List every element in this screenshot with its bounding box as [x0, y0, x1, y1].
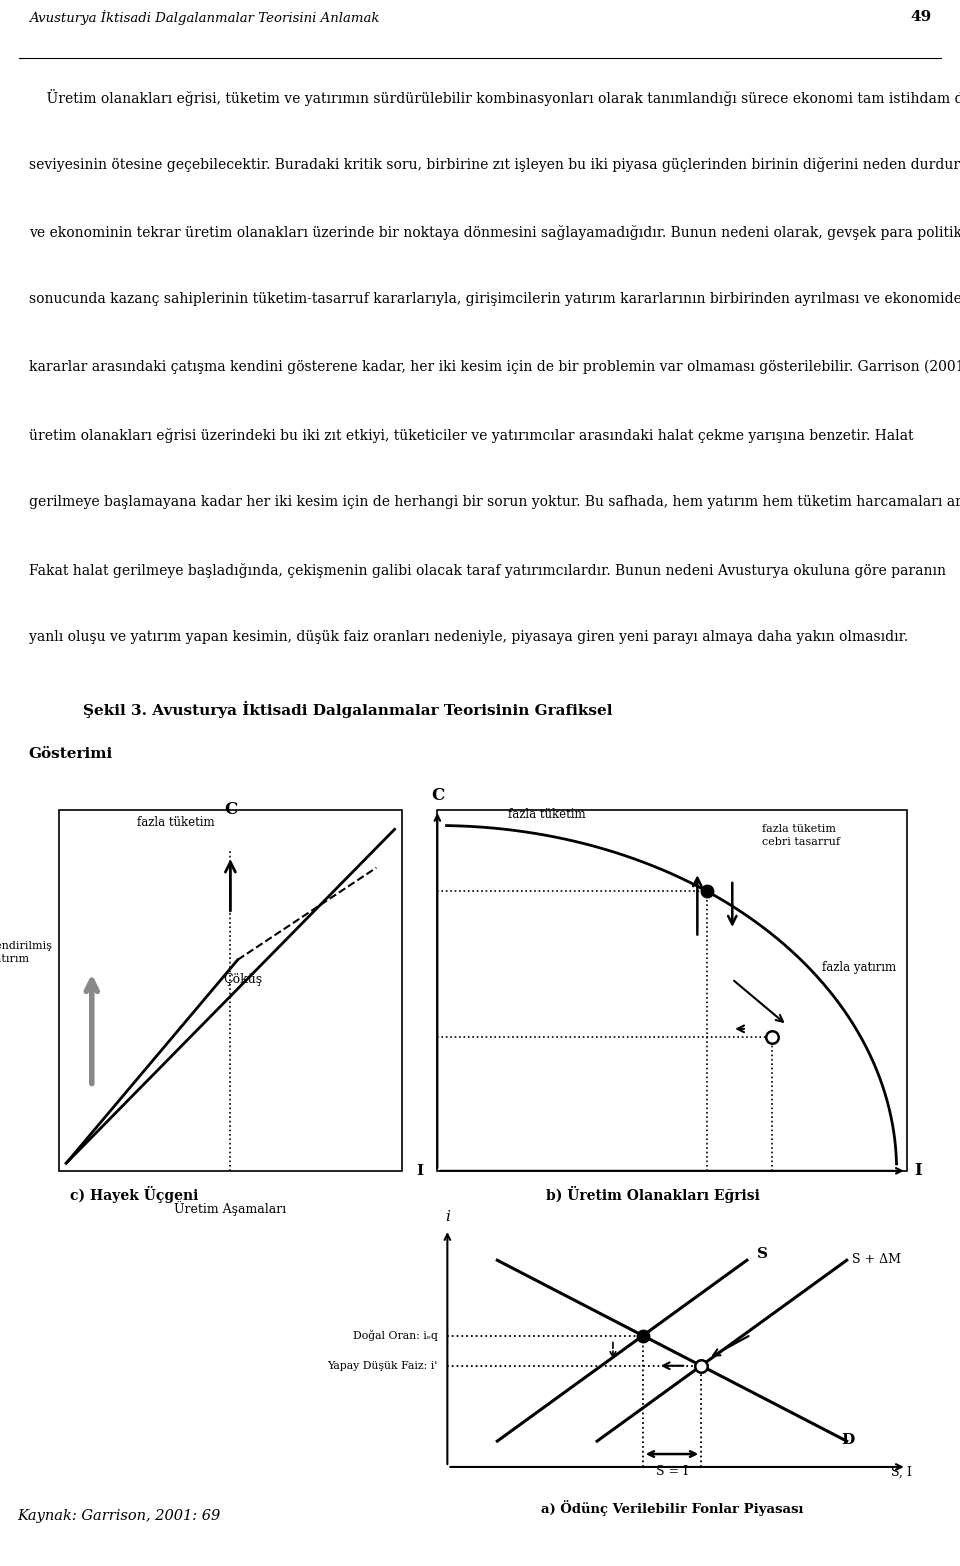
Text: Üretim olanakları eğrisi, tüketim ve yatırımın sürdürülebilir kombinasyonları ol: Üretim olanakları eğrisi, tüketim ve yat…: [29, 89, 960, 106]
Text: fazla tüketim: fazla tüketim: [509, 808, 586, 821]
Text: S, I: S, I: [891, 1466, 912, 1478]
Text: Doğal Oran: iₑq: Doğal Oran: iₑq: [352, 1330, 438, 1342]
Text: üretim olanakları eğrisi üzerindeki bu iki zıt etkiyi, tüketiciler ve yatırımcıl: üretim olanakları eğrisi üzerindeki bu i…: [29, 428, 913, 443]
Text: a) Ödünç Verilebilir Fonlar Piyasası: a) Ödünç Verilebilir Fonlar Piyasası: [540, 1500, 804, 1516]
Text: Kaynak: Garrison, 2001: 69: Kaynak: Garrison, 2001: 69: [17, 1510, 221, 1524]
Text: b) Üretim Olanakları Eğrisi: b) Üretim Olanakları Eğrisi: [546, 1185, 759, 1203]
Text: I: I: [914, 1162, 922, 1179]
Text: seviyesinin ötesine geçebilecektir. Buradaki kritik soru, birbirine zıt işleyen : seviyesinin ötesine geçebilecektir. Bura…: [29, 157, 960, 172]
Text: C: C: [431, 788, 444, 805]
Text: yanlış yönlendirilmiş
         yatırım: yanlış yönlendirilmiş yatırım: [0, 941, 52, 963]
Text: I: I: [417, 1164, 423, 1178]
Text: D: D: [842, 1433, 855, 1447]
Text: 49: 49: [910, 9, 931, 23]
Text: S + ΔM: S + ΔM: [852, 1253, 900, 1265]
Text: Çöküş: Çöküş: [223, 972, 262, 987]
Text: Avusturya İktisadi Dalgalanmalar Teorisini Anlamak: Avusturya İktisadi Dalgalanmalar Teorisi…: [29, 9, 379, 25]
Text: fazla tüketim: fazla tüketim: [137, 816, 214, 828]
Text: yanlı oluşu ve yatırım yapan kesimin, düşük faiz oranları nedeniyle, piyasaya gi: yanlı oluşu ve yatırım yapan kesimin, dü…: [29, 631, 908, 645]
Text: gerilmeye başlamayana kadar her iki kesim için de herhangi bir sorun yoktur. Bu : gerilmeye başlamayana kadar her iki kesi…: [29, 495, 960, 509]
Text: fazla yatırım: fazla yatırım: [822, 962, 896, 974]
Text: Üretim Aşamaları: Üretim Aşamaları: [175, 1201, 286, 1217]
Text: i: i: [444, 1211, 450, 1225]
Text: sonucunda kazanç sahiplerinin tüketim-tasarruf kararlarıyla, girişimcilerin yatı: sonucunda kazanç sahiplerinin tüketim-ta…: [29, 293, 960, 307]
Text: ve ekonominin tekrar üretim olanakları üzerinde bir noktaya dönmesini sağlayamad: ve ekonominin tekrar üretim olanakları ü…: [29, 224, 960, 240]
Text: Yapay Düşük Faiz: i': Yapay Düşük Faiz: i': [327, 1361, 438, 1370]
Text: C: C: [224, 800, 237, 817]
Text: kararlar arasındaki çatışma kendini gösterene kadar, her iki kesim için de bir p: kararlar arasındaki çatışma kendini göst…: [29, 360, 960, 374]
Text: Fakat halat gerilmeye başladığında, çekişmenin galibi olacak taraf yatırımcılard: Fakat halat gerilmeye başladığında, çeki…: [29, 562, 946, 578]
Text: fazla tüketim
cebri tasarruf: fazla tüketim cebri tasarruf: [762, 824, 840, 847]
Text: Gösterimi: Gösterimi: [29, 747, 113, 761]
Text: Şekil 3. Avusturya İktisadi Dalgalanmalar Teorisinin Grafiksel: Şekil 3. Avusturya İktisadi Dalgalanmala…: [83, 702, 612, 719]
Text: S: S: [756, 1247, 768, 1261]
Text: S = I: S = I: [656, 1464, 688, 1478]
Text: c) Hayek Üçgeni: c) Hayek Üçgeni: [70, 1185, 199, 1203]
